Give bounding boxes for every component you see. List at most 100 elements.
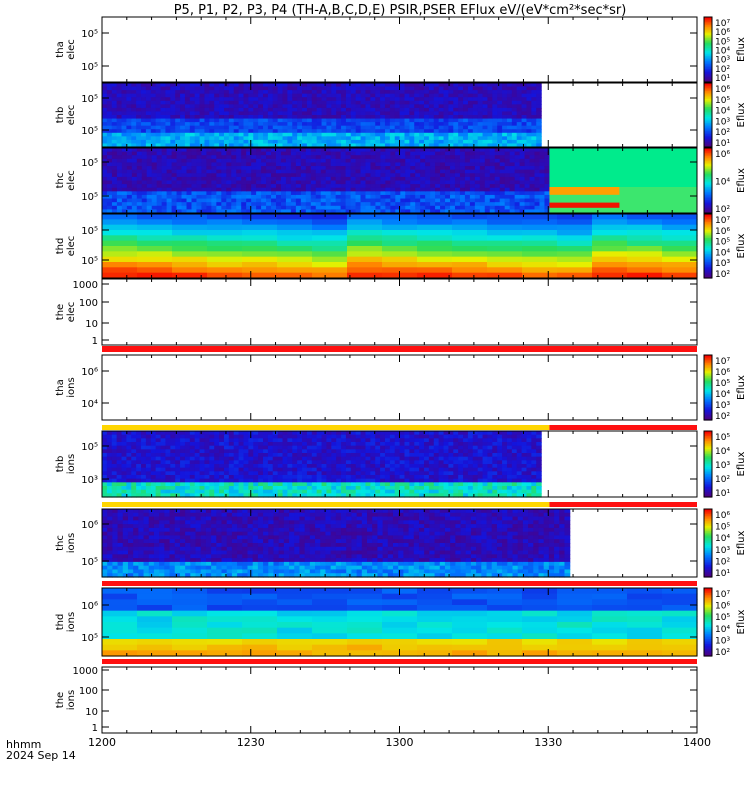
heatmap-cell xyxy=(320,176,327,182)
heatmap-cell xyxy=(544,155,551,160)
heatmap-cell xyxy=(221,176,227,182)
heatmap-cell xyxy=(336,453,342,458)
heatmap-cell xyxy=(223,467,230,472)
heatmap-cell xyxy=(238,111,245,116)
heatmap-cell xyxy=(365,460,371,465)
heatmap-cell xyxy=(430,176,436,182)
heatmap-cell xyxy=(474,176,481,182)
heatmap-cell xyxy=(242,262,278,268)
heatmap-cell xyxy=(443,83,450,88)
heatmap-cell xyxy=(251,198,257,203)
heatmap-cell xyxy=(206,184,212,189)
heatmap-cell xyxy=(292,445,298,450)
heatmap-cell xyxy=(345,464,352,469)
heatmap-cell xyxy=(497,86,503,91)
heatmap-cell xyxy=(539,180,546,185)
heatmap-cell xyxy=(335,151,342,156)
heatmap-cell xyxy=(497,104,503,109)
heatmap-cell xyxy=(443,97,450,102)
heatmap-cell xyxy=(472,489,479,494)
heatmap-cell xyxy=(502,453,508,458)
heatmap-cell xyxy=(238,136,245,141)
heatmap-cell xyxy=(292,475,298,480)
heatmap-cell xyxy=(170,132,176,137)
heatmap-cell xyxy=(246,162,252,167)
heatmap-cell xyxy=(516,115,523,120)
heatmap-cell xyxy=(106,191,113,196)
heatmap-cell xyxy=(184,97,191,102)
heatmap-cell xyxy=(191,184,198,189)
heatmap-cell xyxy=(433,125,440,130)
heatmap-cell xyxy=(463,471,469,476)
heatmap-cell xyxy=(287,467,293,472)
heatmap-cell xyxy=(282,453,288,458)
heatmap-cell xyxy=(258,471,264,476)
heatmap-cell xyxy=(516,97,523,102)
heatmap-cell xyxy=(241,158,247,164)
heatmap-cell xyxy=(126,194,133,200)
heatmap-cell xyxy=(443,475,450,480)
heatmap-cell xyxy=(331,115,337,120)
heatmap-cell xyxy=(472,467,479,472)
heatmap-cell xyxy=(277,83,284,88)
heatmap-cell xyxy=(454,151,461,156)
heatmap-cell xyxy=(241,205,247,210)
heatmap-cell xyxy=(395,198,401,203)
heatmap-cell xyxy=(263,445,269,450)
heatmap-cell xyxy=(306,129,313,134)
heatmap-cell xyxy=(499,209,506,214)
heatmap-cell xyxy=(340,158,347,164)
heatmap-cell xyxy=(395,187,401,192)
heatmap-cell xyxy=(180,129,186,134)
heatmap-cell xyxy=(529,176,536,182)
heatmap-cell xyxy=(484,151,491,156)
heatmap-cell xyxy=(489,148,496,153)
heatmap-cell xyxy=(226,184,232,189)
heatmap-cell xyxy=(336,139,342,145)
heatmap-cell xyxy=(516,125,523,130)
heatmap-cell xyxy=(102,83,108,88)
heatmap-cell xyxy=(415,184,421,189)
heatmap-cell xyxy=(136,132,142,137)
heatmap-cell xyxy=(467,111,474,116)
heatmap-cell xyxy=(469,155,476,160)
heatmap-cell xyxy=(121,471,127,476)
heatmap-cell xyxy=(529,202,536,207)
heatmap-cell xyxy=(204,478,210,483)
heatmap-cell xyxy=(145,478,152,483)
heatmap-cell xyxy=(506,453,513,458)
heatmap-cell xyxy=(592,262,628,268)
heatmap-cell xyxy=(428,449,435,454)
heatmap-cell xyxy=(231,162,237,167)
heatmap-cell xyxy=(316,453,323,458)
heatmap-cell xyxy=(492,482,498,487)
heatmap-cell xyxy=(266,166,272,171)
heatmap-cell xyxy=(438,456,445,461)
heatmap-cell xyxy=(355,151,362,156)
heatmap-cell xyxy=(297,86,303,91)
heatmap-cell xyxy=(404,100,410,105)
heatmap-cell xyxy=(321,139,328,145)
heatmap-cell xyxy=(419,489,425,494)
heatmap-cell xyxy=(321,83,328,88)
heatmap-cell xyxy=(458,442,464,447)
heatmap-cell xyxy=(276,151,282,156)
heatmap-cell xyxy=(494,155,501,160)
heatmap-cell xyxy=(375,202,382,207)
heatmap-cell xyxy=(131,449,137,454)
heatmap-cell xyxy=(390,176,396,182)
heatmap-cell xyxy=(116,180,123,185)
heatmap-cell xyxy=(267,100,274,105)
heatmap-cell xyxy=(305,209,312,214)
heatmap-cell xyxy=(511,467,518,472)
heatmap-cell xyxy=(394,475,401,480)
heatmap-cell xyxy=(271,173,277,178)
heatmap-cell xyxy=(487,482,493,487)
heatmap-cell xyxy=(365,122,371,127)
heatmap-cell xyxy=(258,460,264,465)
heatmap-cell xyxy=(365,155,372,160)
heatmap-cell xyxy=(443,460,450,465)
heatmap-cell xyxy=(557,246,593,252)
heatmap-cell xyxy=(345,148,352,153)
heatmap-cell xyxy=(311,464,318,469)
